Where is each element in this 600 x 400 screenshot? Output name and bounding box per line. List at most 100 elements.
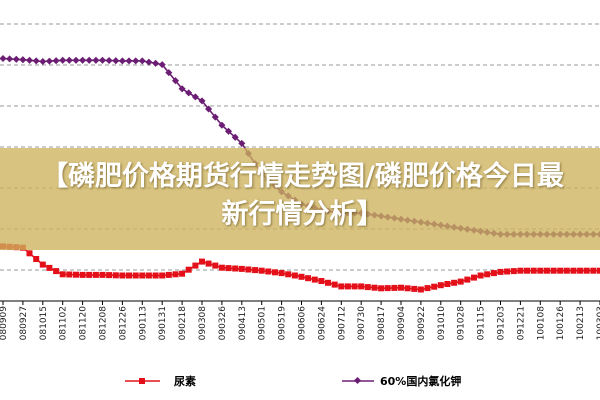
series-1-point xyxy=(152,59,160,67)
series-0-point xyxy=(391,284,398,291)
series-0-point xyxy=(285,271,292,278)
series-0-point xyxy=(92,271,99,278)
series-1-point xyxy=(0,54,7,63)
series-1-point xyxy=(171,77,180,85)
series-1-point xyxy=(59,56,67,64)
series-0-point xyxy=(66,271,73,278)
series-0-point xyxy=(590,267,597,274)
x-tick-label: 090606 xyxy=(298,306,308,341)
series-1-point xyxy=(165,69,173,77)
series-0-point xyxy=(378,285,385,292)
series-0-point xyxy=(338,283,345,290)
series-0-point xyxy=(437,282,444,289)
series-0-point xyxy=(583,267,590,274)
series-0-point xyxy=(404,285,411,292)
series-0-point xyxy=(291,272,298,279)
series-0-point xyxy=(86,271,93,278)
series-1-point xyxy=(6,55,14,63)
series-0-point xyxy=(272,269,278,276)
series-1-point xyxy=(224,127,233,135)
series-0-point xyxy=(212,262,219,269)
x-tick-label: 081226 xyxy=(118,306,128,341)
series-0-point xyxy=(199,258,205,265)
x-tick-label: 090519 xyxy=(278,306,288,341)
series-0-point xyxy=(464,276,471,283)
series-1-point xyxy=(79,56,87,64)
series-0-point xyxy=(79,271,86,278)
series-1-point xyxy=(52,57,60,65)
series-0-point xyxy=(550,267,557,274)
series-0-point xyxy=(451,279,458,286)
series-0-point xyxy=(484,271,491,278)
legend-item-potash: 60%国内氯化钾 xyxy=(342,374,461,388)
x-tick-label: 090712 xyxy=(337,306,347,340)
series-0-point xyxy=(563,267,570,274)
legend-potash-marker xyxy=(353,376,362,385)
series-0-point xyxy=(364,284,371,291)
x-tick-label: 100303 xyxy=(596,306,600,340)
series-0-point xyxy=(577,267,584,274)
series-0-point xyxy=(570,267,577,274)
x-tick-label: 081015 xyxy=(39,306,49,340)
series-1-point xyxy=(19,56,27,64)
x-tick-label: 100213 xyxy=(576,306,586,340)
series-0-point xyxy=(59,271,66,278)
series-1-point xyxy=(92,56,100,64)
series-0-point xyxy=(417,286,424,293)
series-0-point xyxy=(232,265,239,272)
x-tick-label: 081102 xyxy=(59,306,69,340)
series-0-point xyxy=(205,260,212,267)
series-0-point xyxy=(471,274,477,281)
series-0-point xyxy=(504,268,511,275)
series-0-point xyxy=(537,267,544,274)
x-tick-label: 080909 xyxy=(0,306,9,341)
series-0-line xyxy=(2,245,600,291)
series-0-point xyxy=(543,267,550,274)
x-tick-label: 091028 xyxy=(457,306,467,341)
series-1-point xyxy=(185,89,193,97)
series-0-point xyxy=(258,267,265,274)
series-0-point xyxy=(39,261,46,268)
x-tick-label: 091221 xyxy=(516,306,526,340)
series-0-point xyxy=(152,272,159,279)
overlay-banner xyxy=(0,148,600,250)
series-1-point xyxy=(98,56,107,64)
series-1-point xyxy=(118,57,126,65)
x-tick-label: 080927 xyxy=(19,306,29,340)
series-0-point xyxy=(325,279,331,286)
series-0-point xyxy=(358,283,365,290)
series-0-point xyxy=(185,266,192,273)
x-tick-label: 091115 xyxy=(477,306,487,340)
series-0-point xyxy=(33,256,40,262)
series-0-point xyxy=(298,273,305,280)
series-0-point xyxy=(192,262,199,269)
series-0-point xyxy=(172,271,179,278)
series-0-point xyxy=(252,267,259,274)
legend-potash-label: 60%国内氯化钾 xyxy=(380,374,461,388)
series-1-point xyxy=(25,56,34,64)
series-0 xyxy=(0,243,600,293)
series-0-point xyxy=(126,272,132,279)
series-1-point xyxy=(39,57,47,66)
series-1-point xyxy=(112,57,120,65)
x-tick-label: 090922 xyxy=(417,306,427,340)
series-1-point xyxy=(45,57,53,65)
series-1-point xyxy=(132,57,140,65)
series-1-point xyxy=(12,55,20,63)
overlay-title: 【磷肥价格期货行情走势图/磷肥价格今日最新行情分析】 xyxy=(41,161,564,230)
series-0-point xyxy=(384,285,391,292)
series-0-point xyxy=(431,283,438,290)
series-1-point xyxy=(72,56,80,64)
series-1-point xyxy=(105,56,113,65)
series-0-point xyxy=(278,270,285,277)
series-0-point xyxy=(411,285,418,292)
series-1-point xyxy=(138,57,146,65)
series-0-point xyxy=(26,250,33,257)
series-0-point xyxy=(238,265,245,272)
legend-urea-label: 尿素 xyxy=(174,374,196,388)
series-0-point xyxy=(305,275,312,282)
x-tick-label: 090730 xyxy=(357,306,367,341)
x-tick-label: 091203 xyxy=(497,306,507,340)
series-0-point xyxy=(457,278,464,285)
series-1-point xyxy=(198,97,206,105)
